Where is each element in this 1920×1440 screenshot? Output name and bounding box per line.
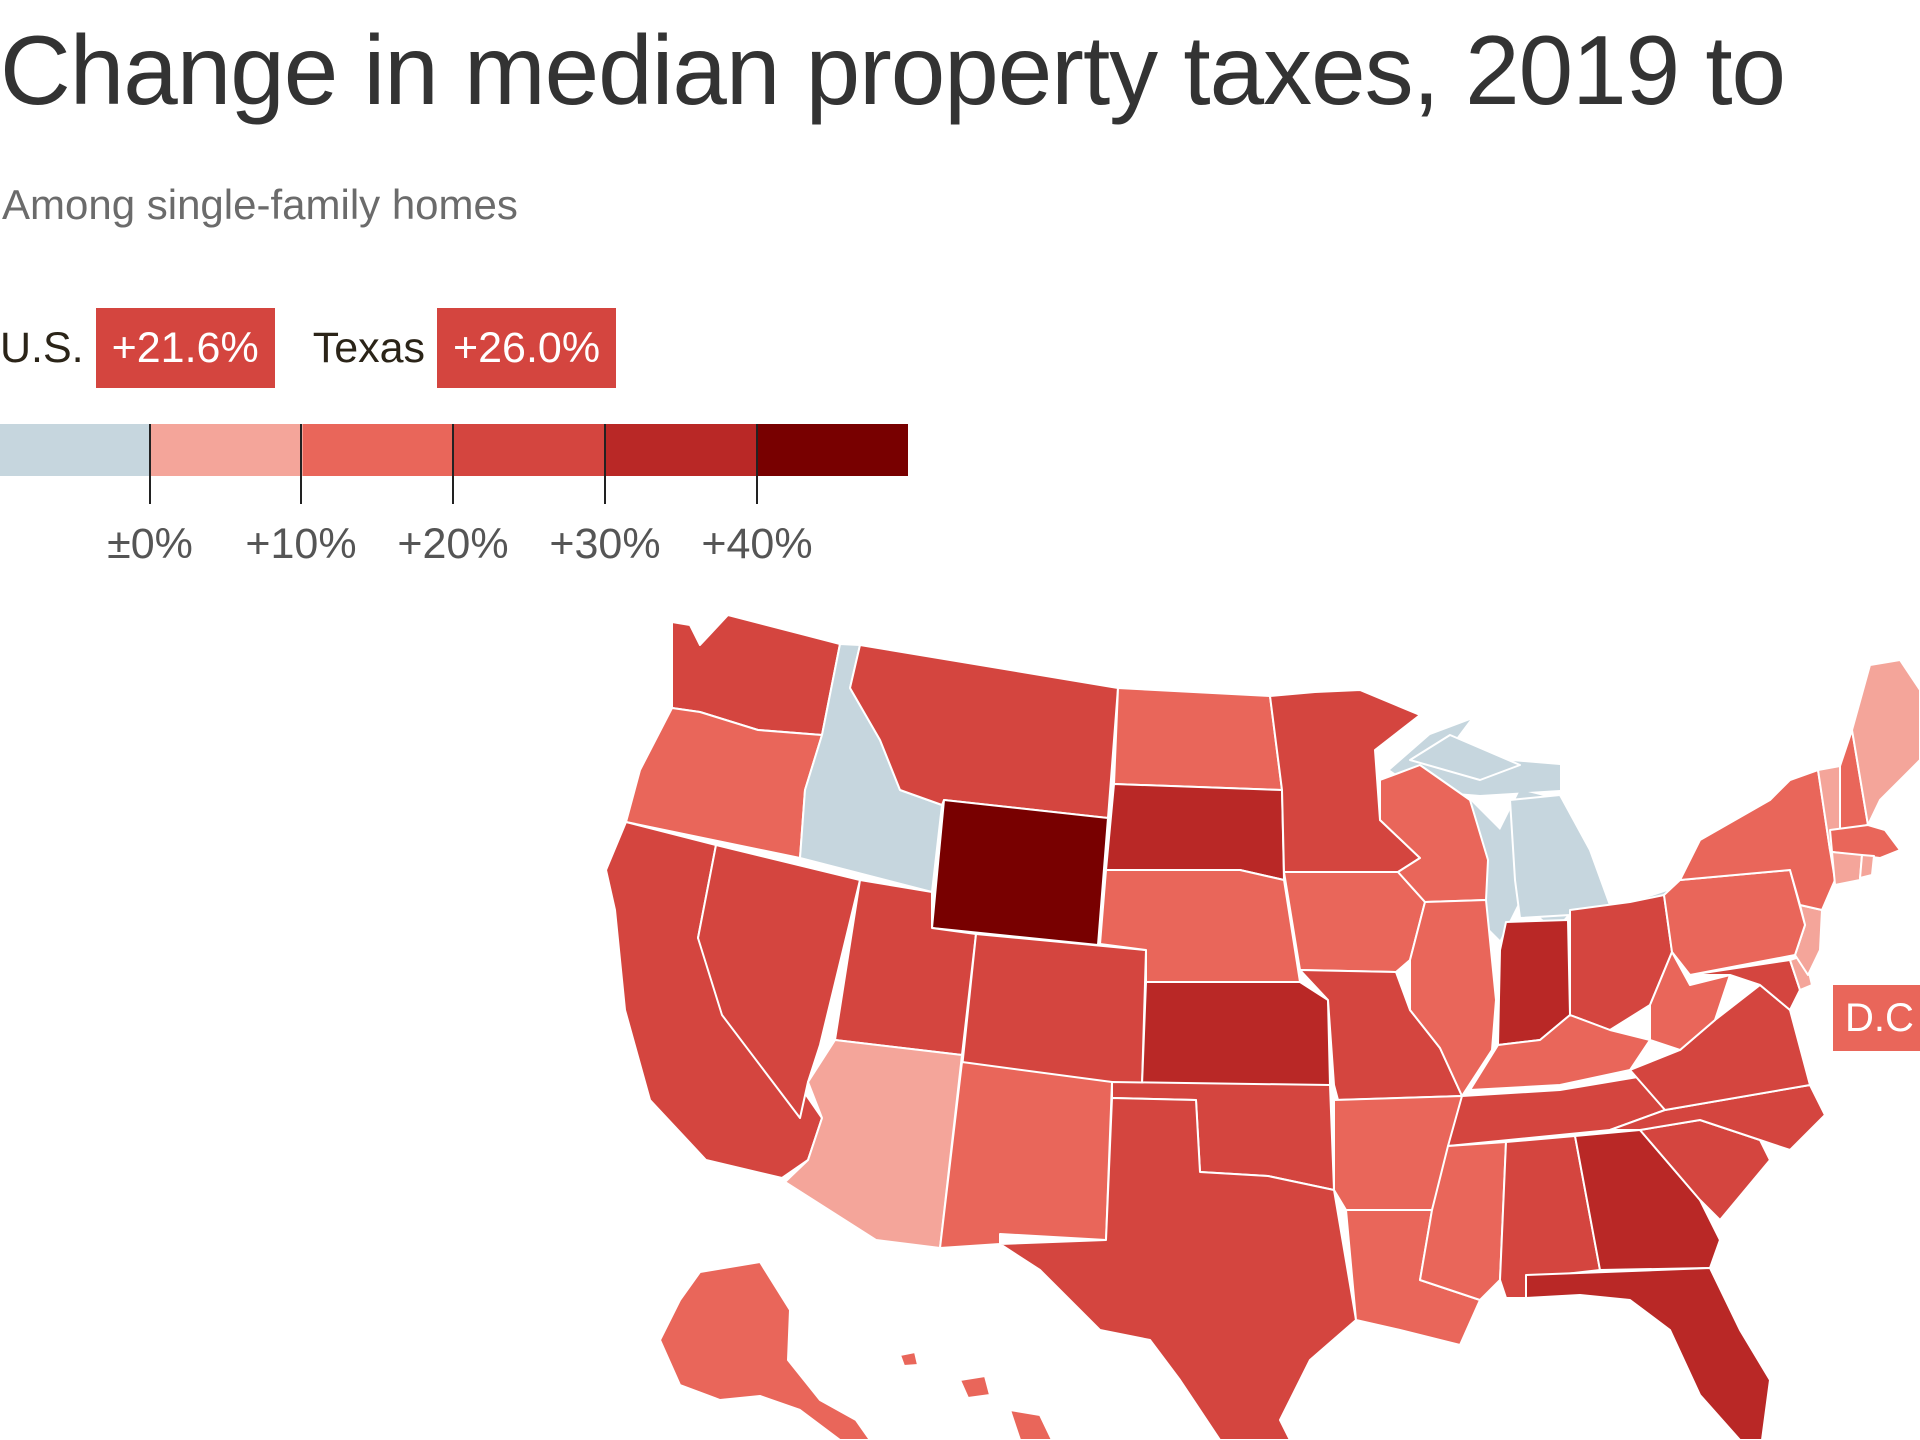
legend-tick-label-10: +10% <box>245 520 357 568</box>
state-NV <box>697 844 861 1119</box>
dc-callout-label: D.C <box>1833 985 1920 1051</box>
chart-title: Change in median property taxes, 2019 to <box>0 15 1786 125</box>
stat-label-texas: Texas <box>312 323 426 372</box>
legend-tick-label-40: +40% <box>701 520 813 568</box>
legend-tick-label-20: +20% <box>397 520 509 568</box>
legend-bin-20-30 <box>453 424 606 476</box>
state-WY <box>931 799 1109 946</box>
legend-tick-0 <box>149 424 151 504</box>
state-WV <box>1649 951 1731 1051</box>
state-MT <box>849 644 1119 819</box>
state-CT <box>1831 851 1863 886</box>
state-HI <box>899 1351 1053 1440</box>
state-AK <box>659 1261 871 1440</box>
stat-value-us: +21.6% <box>95 308 275 388</box>
us-choropleth-map <box>0 600 1920 1440</box>
legend-tick-label-30: +30% <box>549 520 661 568</box>
legend-tick-30 <box>604 424 606 504</box>
legend-ticks <box>0 424 908 504</box>
legend-tick-10 <box>300 424 302 504</box>
state-RI <box>1859 854 1875 879</box>
legend-bin-10-20 <box>302 424 454 476</box>
state-ND <box>1113 687 1283 791</box>
legend-tick-20 <box>452 424 454 504</box>
state-ME <box>1851 659 1920 826</box>
state-NM <box>939 1061 1113 1249</box>
state-FL <box>1525 1267 1771 1440</box>
legend-tick-label-0: ±0% <box>107 520 193 568</box>
legend-bin-30-40 <box>605 424 757 476</box>
summary-stats: U.S. +21.6% Texas +26.0% <box>0 308 617 388</box>
stat-value-texas: +26.0% <box>437 308 617 388</box>
legend-bin-above-40 <box>756 424 908 476</box>
color-legend <box>0 424 908 476</box>
legend-bin-0-10 <box>151 424 303 476</box>
state-SD <box>1105 783 1285 881</box>
state-KS <box>1141 981 1331 1086</box>
chart-subtitle: Among single-family homes <box>2 181 518 228</box>
legend-tick-40 <box>756 424 758 504</box>
legend-bin-below-zero <box>0 424 152 476</box>
state-PA <box>1663 869 1806 976</box>
stat-label-us: U.S. <box>0 323 84 372</box>
state-IA <box>1283 871 1426 973</box>
state-TX <box>999 1097 1357 1440</box>
us-map-svg <box>605 614 1920 1440</box>
state-CO <box>961 933 1147 1086</box>
